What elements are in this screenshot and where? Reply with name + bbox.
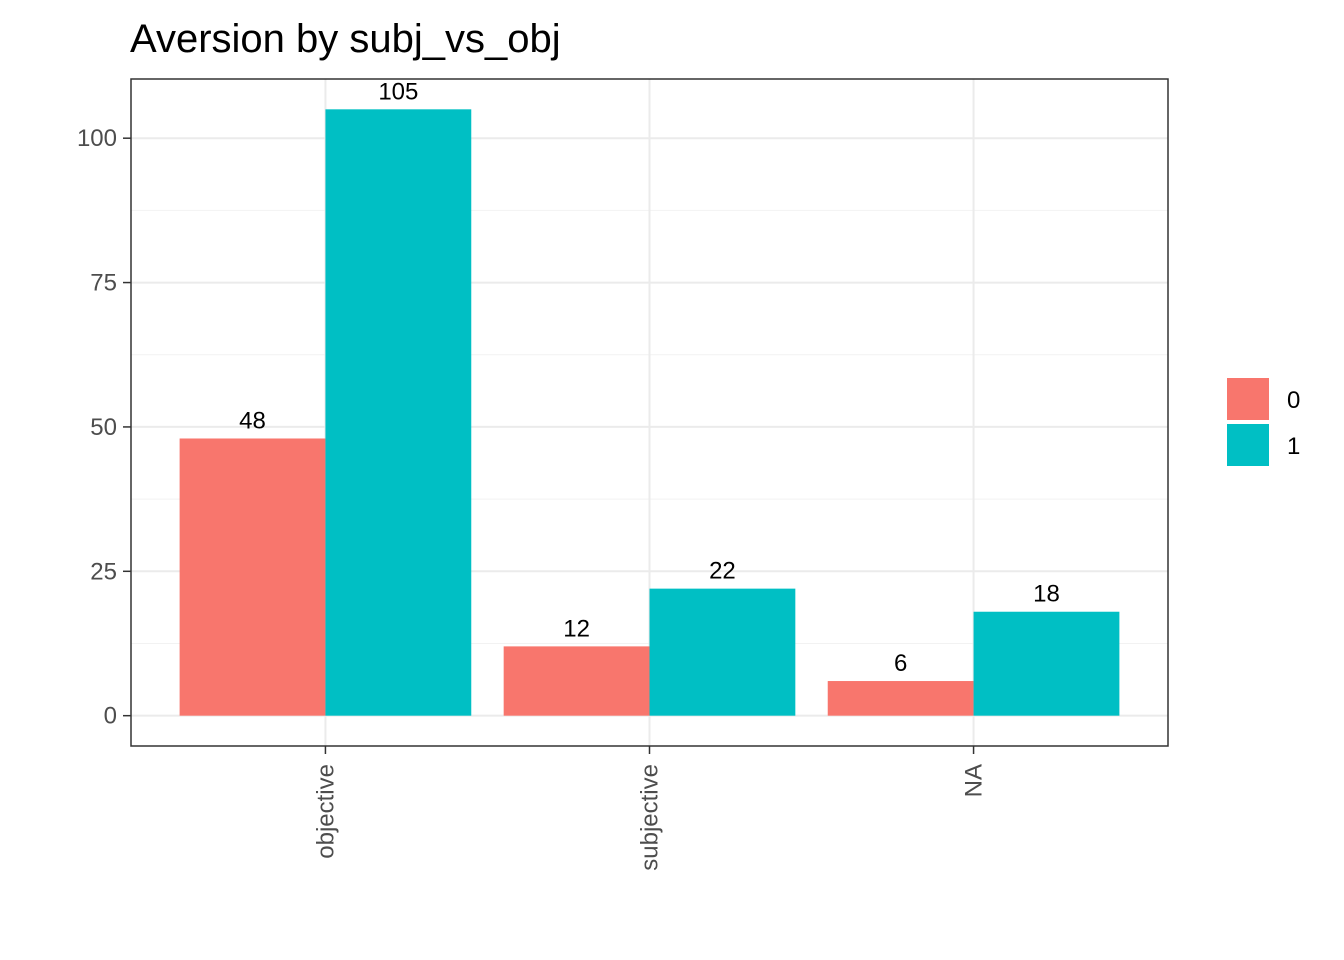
bar-subjective-series-1 [649,588,796,716]
bar-NA-series-1 [973,611,1120,716]
bar-value-labels: 48 105 12 22 6 18 [239,78,1060,677]
y-tick-label: 0 [104,703,117,730]
x-tick-label: subjective [637,764,664,871]
legend-label: 0 [1287,387,1300,414]
x-axis: objective subjective NA [312,746,988,871]
bar-objective-series-1 [325,109,472,716]
legend-label: 1 [1287,433,1300,460]
bar-subjective-series-0 [503,646,650,716]
bar-value-label: 12 [563,615,590,642]
bar-value-label: 18 [1033,581,1060,608]
legend-key-0 [1227,378,1269,420]
y-tick-label: 25 [90,558,117,585]
y-tick-label: 50 [90,414,117,441]
y-tick-label: 75 [90,270,117,297]
bars [179,109,1120,716]
legend-key-1 [1227,424,1269,466]
legend: 01 [1227,378,1300,466]
y-axis: 0 25 50 75 100 [77,125,131,730]
y-tick-label: 100 [77,125,117,152]
bar-NA-series-0 [827,681,974,716]
bar-value-label: 6 [894,650,907,677]
x-tick-label: objective [312,764,339,859]
bar-value-label: 22 [709,558,736,585]
bar-value-label: 105 [378,78,418,105]
chart-title: Aversion by subj_vs_obj [130,17,561,61]
x-tick-label: NA [961,764,988,797]
bar-value-label: 48 [239,407,266,434]
bar-objective-series-0 [179,438,326,716]
